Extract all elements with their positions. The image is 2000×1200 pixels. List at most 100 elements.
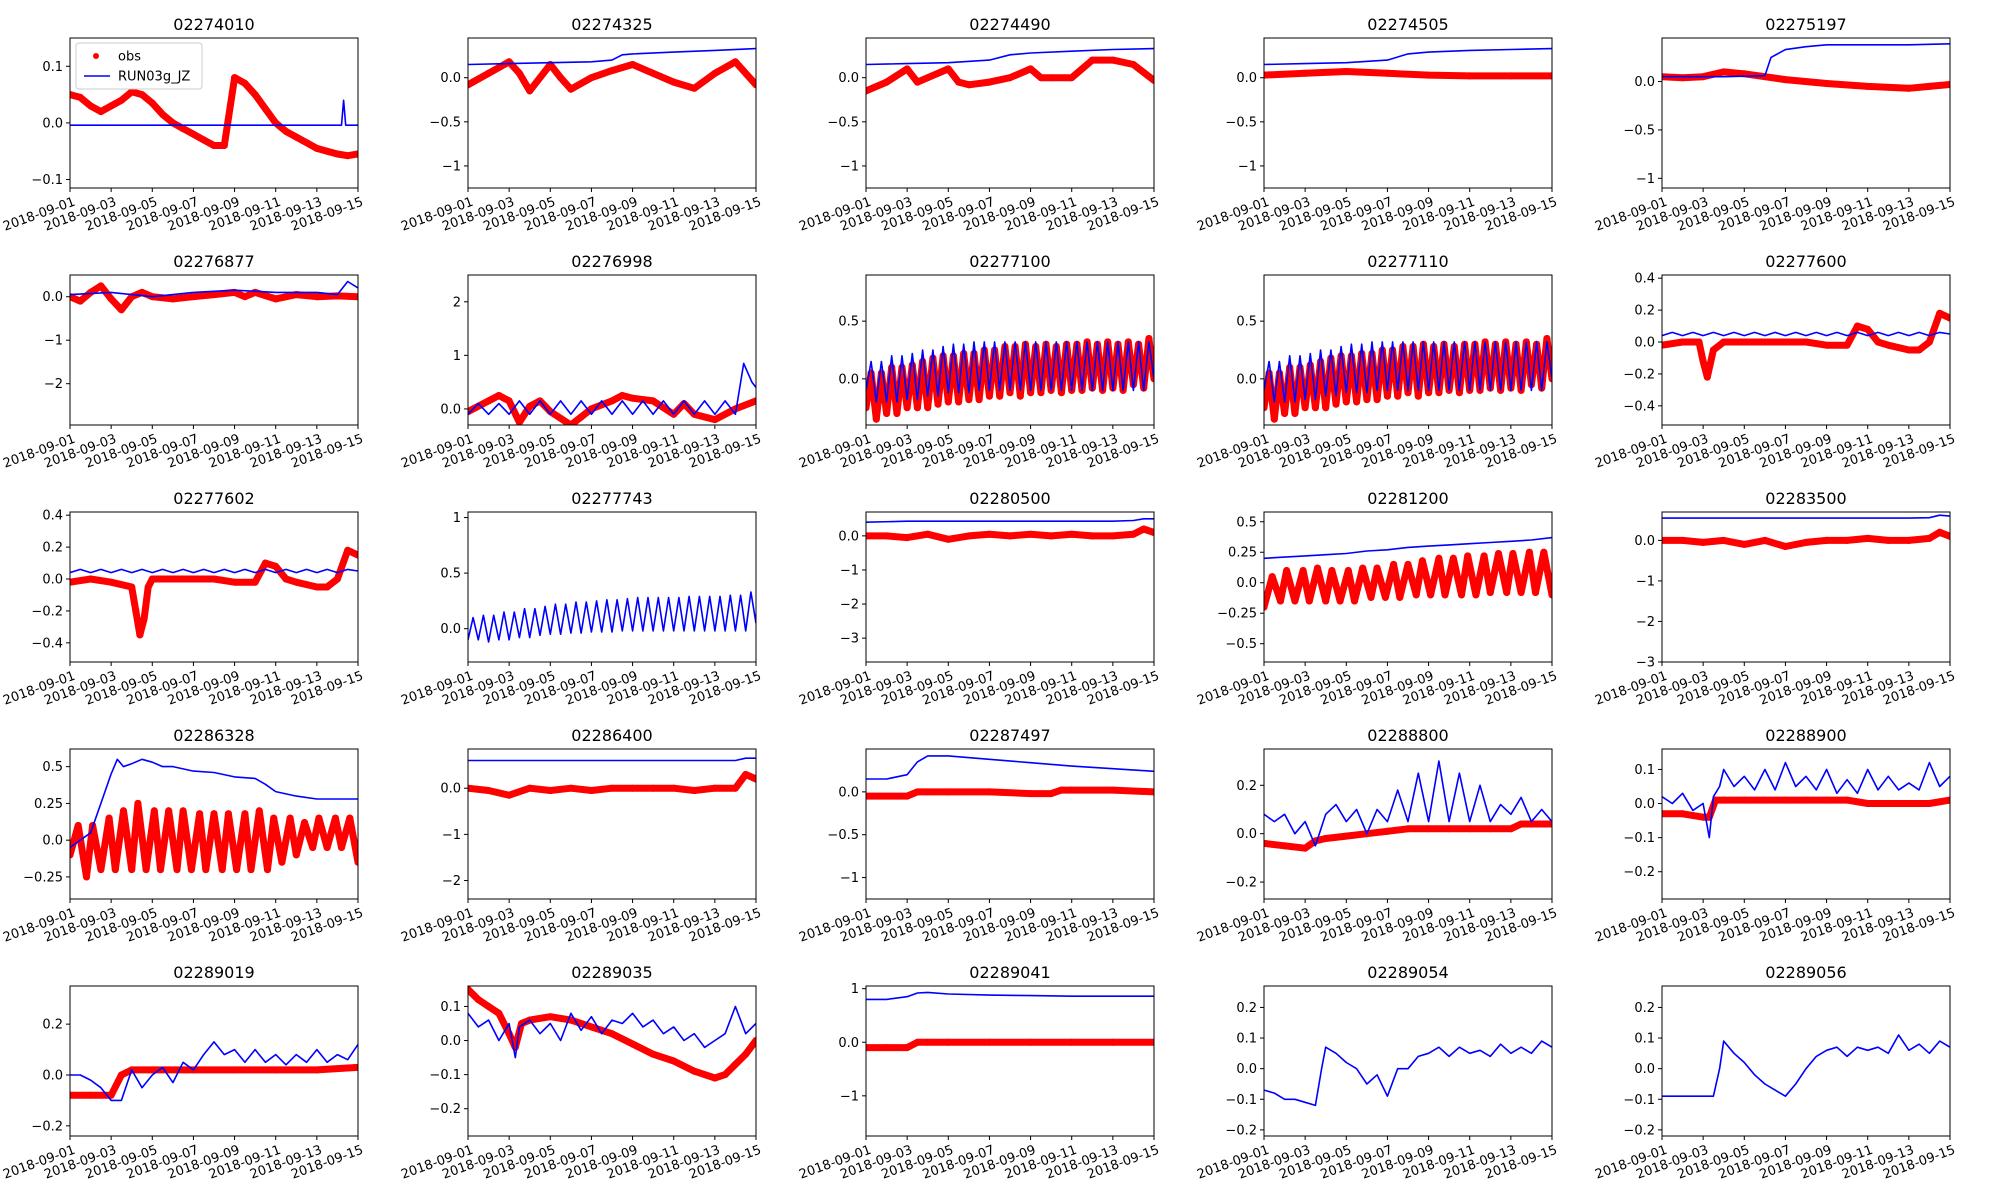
obs-point [1425, 389, 1433, 397]
obs-point [210, 142, 218, 149]
subplot-02288800: 02288800−0.20.00.22018-09-012018-09-0320… [1195, 726, 1559, 946]
plot-area [468, 986, 756, 1082]
obs-point [1781, 543, 1789, 550]
obs-point [495, 1009, 503, 1017]
subplot-02277100: 022771000.00.52018-09-012018-09-032018-0… [797, 252, 1161, 472]
obs-point [148, 99, 156, 107]
obs-point [200, 136, 208, 144]
obs-point [1905, 536, 1913, 544]
obs-point [105, 814, 113, 822]
obs-point [1068, 530, 1076, 538]
y-tick-label: 0.0 [838, 71, 859, 86]
obs-point [97, 866, 105, 874]
obs-point [883, 78, 891, 86]
obs-point [649, 784, 657, 792]
obs-point [255, 807, 263, 815]
obs-point [107, 578, 115, 586]
obs-point [313, 293, 321, 301]
model-series [866, 47, 1154, 66]
y-tick-label: −0.1 [1623, 1093, 1655, 1108]
obs-point [567, 421, 575, 425]
subplot-02274505: 02274505−1−0.50.02018-09-012018-09-03201… [1195, 15, 1559, 235]
y-tick-label: 0.5 [42, 760, 63, 775]
obs-point [1427, 591, 1435, 599]
y-tick-label: 0.0 [1634, 336, 1655, 351]
obs-point [731, 784, 739, 792]
obs-point [1006, 74, 1014, 82]
axes-frame [1661, 748, 1951, 900]
subplot-title: 02289035 [571, 963, 652, 982]
y-tick-label: 0.0 [1634, 797, 1655, 812]
obs-point [1720, 796, 1728, 804]
obs-point [1740, 540, 1748, 548]
plot-area [866, 335, 1154, 423]
y-tick-label: −3 [840, 632, 859, 647]
obs-point [286, 814, 294, 822]
obs-point [505, 397, 513, 405]
axes-frame [467, 985, 757, 1137]
obs-series [1662, 309, 1950, 381]
obs-point [1301, 404, 1309, 412]
obs-point [996, 392, 1004, 400]
obs-point [1761, 338, 1769, 346]
obs-point [913, 1038, 921, 1046]
obs-point [949, 352, 957, 360]
y-tick-label: 0.0 [838, 1036, 859, 1051]
obs-point [515, 418, 523, 425]
axes-frame [1263, 511, 1553, 663]
obs-point [1517, 820, 1525, 828]
y-tick-label: 1 [453, 511, 461, 526]
obs-point [1353, 398, 1361, 406]
plot-area [1264, 335, 1552, 423]
plot-area [866, 991, 1154, 1052]
obs-point [74, 822, 82, 829]
legend-obs-label: obs [118, 50, 141, 65]
y-tick-label: −0.2 [1225, 1123, 1257, 1138]
obs-point [247, 866, 255, 874]
obs-point [1270, 415, 1278, 423]
obs-point [157, 866, 164, 874]
obs-point [1853, 322, 1861, 330]
obs-point [1874, 338, 1882, 346]
obs-series [1662, 528, 1950, 550]
obs-point [1843, 796, 1851, 804]
obs-point [526, 87, 534, 95]
axes-frame [69, 37, 359, 189]
obs-point [1472, 591, 1480, 599]
obs-point [261, 105, 269, 113]
obs-point [1425, 71, 1433, 79]
y-tick-label: −3 [1636, 656, 1655, 671]
obs-point [866, 87, 870, 95]
obs-point [468, 784, 472, 792]
obs-point [919, 358, 927, 365]
axes-frame [1263, 37, 1553, 189]
model-series [468, 591, 756, 643]
y-tick-label: −1 [1636, 574, 1655, 589]
obs-point [1373, 564, 1381, 572]
obs-point [1291, 410, 1299, 417]
obs-point [903, 534, 911, 542]
obs-point [546, 408, 554, 416]
axes-frame [1263, 985, 1553, 1137]
y-tick-label: −0.4 [1623, 399, 1655, 414]
obs-point [883, 1044, 891, 1052]
subplot-02274010: 02274010−0.10.00.12018-09-012018-09-0320… [1, 15, 365, 235]
subplot-02289019: 02289019−0.20.00.22018-09-012018-09-0320… [1, 963, 365, 1183]
obs-point [474, 996, 482, 1004]
y-tick-label: 1 [453, 349, 461, 364]
obs-point [629, 394, 637, 402]
obs-point [128, 866, 136, 874]
y-tick-label: 2 [453, 295, 461, 310]
obs-point [148, 575, 156, 583]
plot-area [1662, 1034, 1950, 1097]
y-tick-label: 0.5 [440, 567, 461, 582]
obs-point [468, 81, 472, 89]
obs-point [1016, 392, 1024, 400]
subplot-title: 02286400 [571, 726, 652, 745]
subplot-02280500: 02280500−3−2−10.02018-09-012018-09-03201… [797, 489, 1161, 709]
obs-point [1037, 389, 1045, 397]
y-tick-label: −0.25 [23, 870, 63, 885]
obs-point [944, 788, 952, 796]
y-tick-label: −2 [840, 598, 859, 613]
model-series [70, 568, 358, 574]
